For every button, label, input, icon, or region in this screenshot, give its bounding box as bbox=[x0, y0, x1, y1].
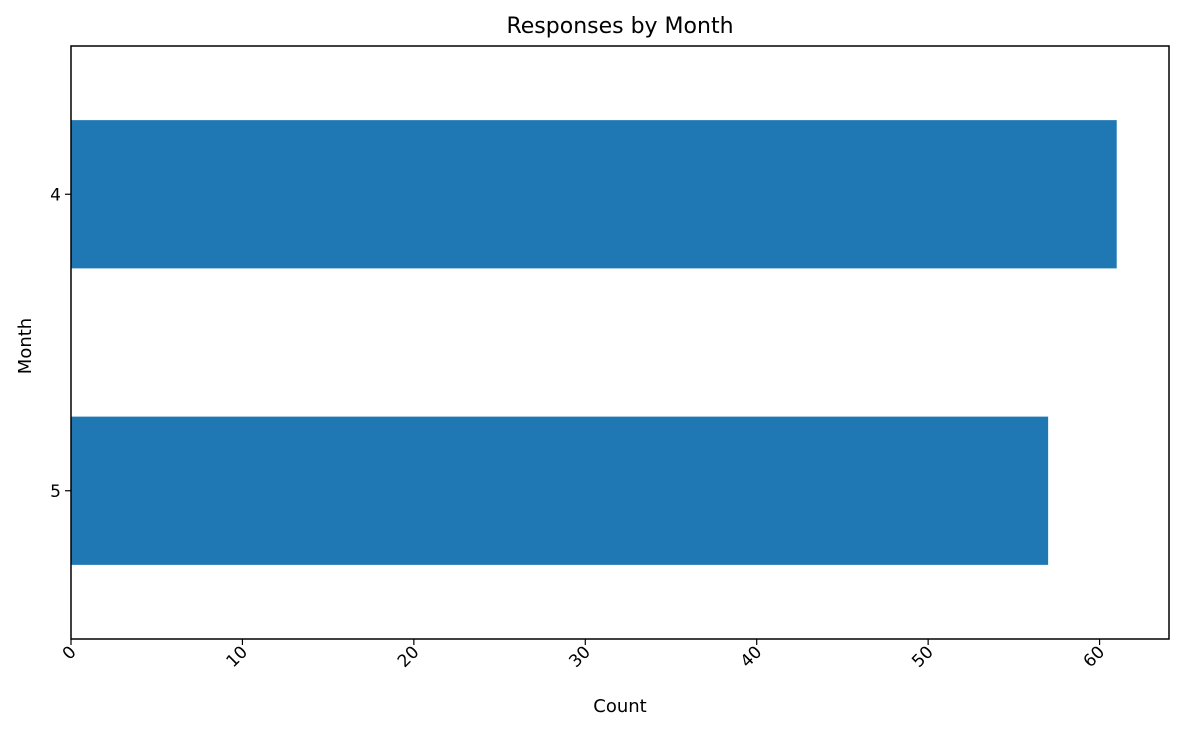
bar-month-4 bbox=[71, 120, 1117, 269]
y-tick-label: 5 bbox=[50, 482, 61, 502]
bar-month-5 bbox=[71, 416, 1049, 565]
plot-frame bbox=[70, 45, 1170, 640]
x-axis-label: Count bbox=[593, 696, 646, 717]
y-tick-label: 4 bbox=[50, 185, 61, 205]
chart-title: Responses by Month bbox=[506, 14, 733, 39]
y-axis-ticks: 45 bbox=[50, 185, 71, 502]
bars-group bbox=[71, 120, 1117, 565]
y-axis-label: Month bbox=[15, 318, 36, 374]
